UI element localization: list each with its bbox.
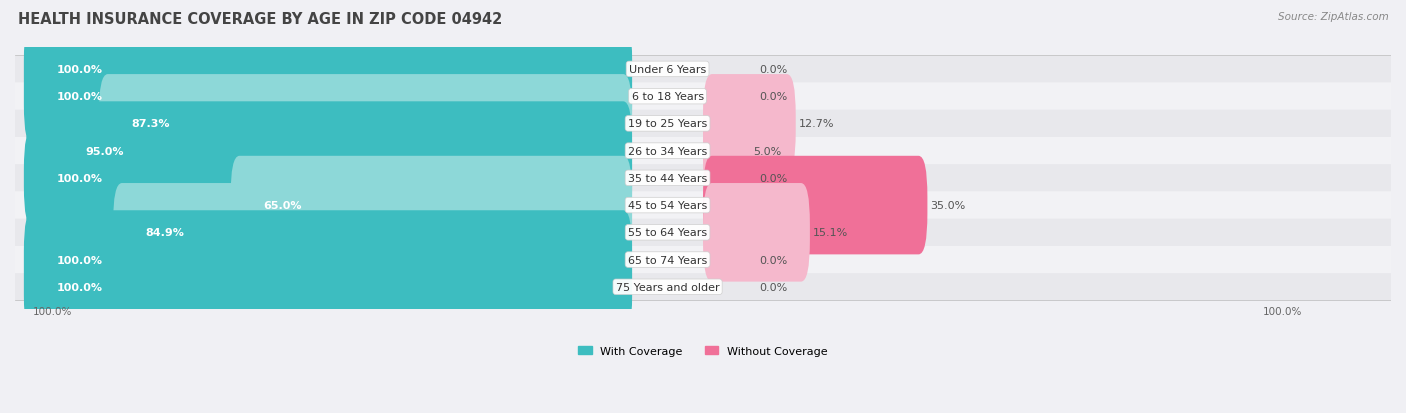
Text: 100.0%: 100.0%	[56, 282, 103, 292]
Text: 65.0%: 65.0%	[263, 201, 301, 211]
Text: 84.9%: 84.9%	[145, 228, 184, 238]
Text: 35 to 44 Years: 35 to 44 Years	[628, 173, 707, 183]
FancyBboxPatch shape	[112, 184, 633, 282]
Text: 0.0%: 0.0%	[759, 282, 787, 292]
FancyBboxPatch shape	[703, 102, 751, 200]
FancyBboxPatch shape	[24, 48, 633, 146]
Text: 95.0%: 95.0%	[86, 146, 124, 156]
FancyBboxPatch shape	[231, 157, 633, 255]
Text: 45 to 54 Years: 45 to 54 Years	[628, 201, 707, 211]
Text: 75 Years and older: 75 Years and older	[616, 282, 720, 292]
Legend: With Coverage, Without Coverage: With Coverage, Without Coverage	[574, 342, 832, 361]
FancyBboxPatch shape	[15, 83, 1391, 111]
Text: 65 to 74 Years: 65 to 74 Years	[628, 255, 707, 265]
FancyBboxPatch shape	[703, 184, 810, 282]
Text: Under 6 Years: Under 6 Years	[628, 65, 706, 75]
FancyBboxPatch shape	[15, 273, 1391, 301]
Text: 35.0%: 35.0%	[931, 201, 966, 211]
FancyBboxPatch shape	[15, 138, 1391, 165]
Text: 100.0%: 100.0%	[56, 173, 103, 183]
Text: 0.0%: 0.0%	[759, 255, 787, 265]
FancyBboxPatch shape	[15, 165, 1391, 192]
Text: 100.0%: 100.0%	[56, 92, 103, 102]
Text: 0.0%: 0.0%	[759, 92, 787, 102]
Text: 6 to 18 Years: 6 to 18 Years	[631, 92, 703, 102]
Text: 55 to 64 Years: 55 to 64 Years	[628, 228, 707, 238]
Text: 12.7%: 12.7%	[799, 119, 834, 129]
FancyBboxPatch shape	[15, 56, 1391, 83]
Text: 100.0%: 100.0%	[32, 307, 72, 317]
Text: 19 to 25 Years: 19 to 25 Years	[628, 119, 707, 129]
FancyBboxPatch shape	[15, 111, 1391, 138]
FancyBboxPatch shape	[98, 75, 633, 173]
Text: 0.0%: 0.0%	[759, 173, 787, 183]
FancyBboxPatch shape	[703, 75, 796, 173]
FancyBboxPatch shape	[53, 102, 633, 200]
FancyBboxPatch shape	[703, 157, 928, 255]
FancyBboxPatch shape	[15, 219, 1391, 246]
Text: 87.3%: 87.3%	[131, 119, 170, 129]
Text: 100.0%: 100.0%	[56, 65, 103, 75]
Text: 5.0%: 5.0%	[754, 146, 782, 156]
Text: HEALTH INSURANCE COVERAGE BY AGE IN ZIP CODE 04942: HEALTH INSURANCE COVERAGE BY AGE IN ZIP …	[18, 12, 502, 27]
Text: 15.1%: 15.1%	[813, 228, 848, 238]
FancyBboxPatch shape	[24, 129, 633, 228]
FancyBboxPatch shape	[15, 192, 1391, 219]
Text: 100.0%: 100.0%	[1263, 307, 1302, 317]
FancyBboxPatch shape	[24, 238, 633, 336]
Text: 0.0%: 0.0%	[759, 65, 787, 75]
Text: 100.0%: 100.0%	[56, 255, 103, 265]
Text: 26 to 34 Years: 26 to 34 Years	[628, 146, 707, 156]
FancyBboxPatch shape	[24, 211, 633, 309]
Text: Source: ZipAtlas.com: Source: ZipAtlas.com	[1278, 12, 1389, 22]
FancyBboxPatch shape	[24, 21, 633, 119]
FancyBboxPatch shape	[15, 246, 1391, 273]
